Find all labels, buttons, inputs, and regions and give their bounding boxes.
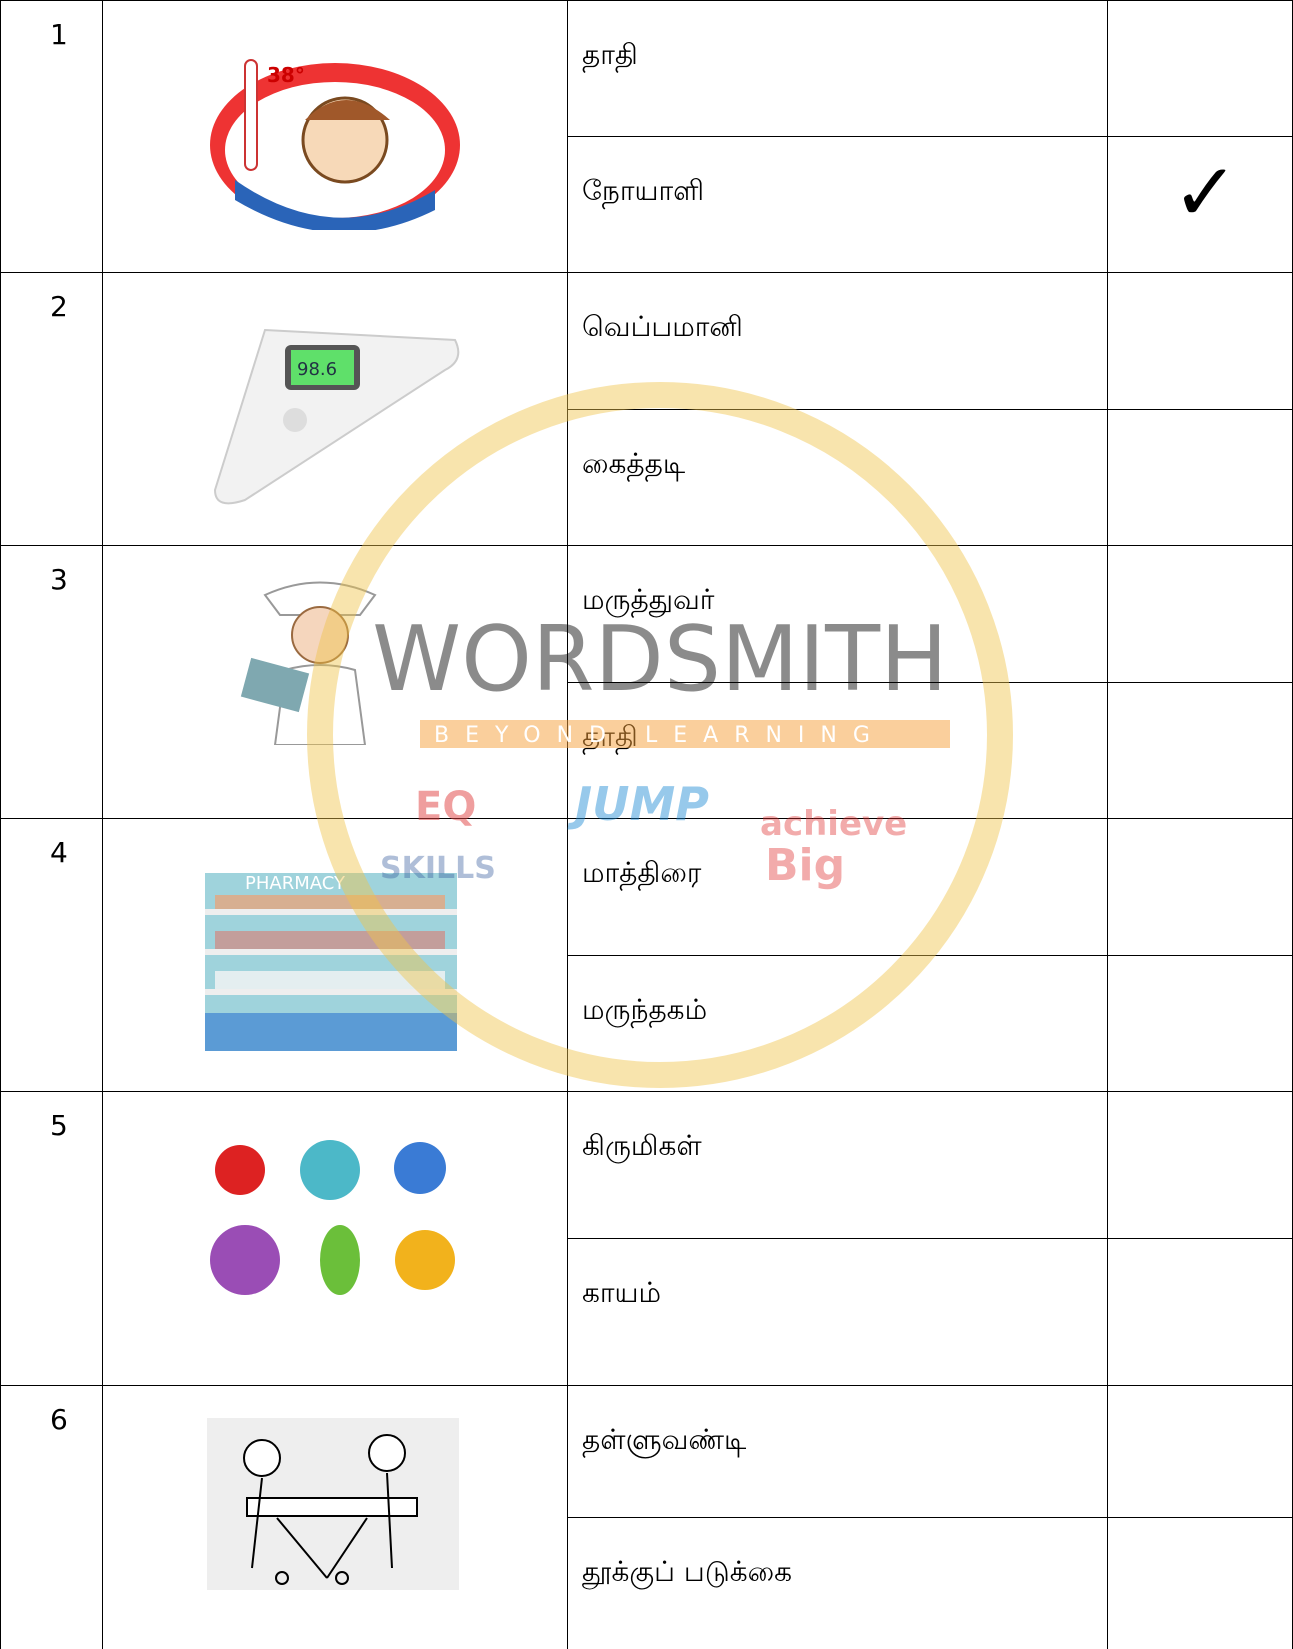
option-text: தள்ளுவண்டி [582, 1423, 747, 1456]
tick-cell [1107, 1385, 1293, 1518]
option-text: காயம் [582, 1276, 662, 1309]
option-text: மாத்திரை [582, 856, 702, 889]
tick-mark: ✓ [1172, 146, 1240, 239]
tick-cell [1107, 272, 1293, 410]
option-text: கைத்தடி [582, 446, 686, 480]
nurse-image [240, 581, 377, 745]
row-number: 4 [50, 836, 68, 869]
pharmacy-image: PHARMACY [205, 873, 457, 1051]
row-number: 5 [50, 1109, 68, 1142]
tick-cell [1107, 1517, 1293, 1649]
tick-cell [1107, 1238, 1293, 1386]
option-text: தூக்குப் படுக்கை [582, 1555, 793, 1588]
row-number: 2 [50, 290, 68, 323]
option-cell [567, 0, 1108, 137]
thermometer-image: 98.6 [213, 328, 460, 505]
thermometer-label: 38° [267, 63, 305, 87]
image-cell [102, 545, 568, 819]
tick-cell [1107, 681, 1293, 819]
option-text: மருந்தகம் [582, 992, 708, 1026]
row-number: 1 [50, 18, 68, 51]
tick-cell [1107, 408, 1293, 546]
option-text: மருத்துவர் [582, 583, 715, 616]
option-text: கிருமிகள் [582, 1129, 702, 1162]
tick-cell [1107, 0, 1293, 137]
option-text: தாதி [582, 38, 638, 71]
tick-cell [1107, 545, 1293, 683]
option-cell [567, 681, 1108, 819]
option-text: தாதி [582, 719, 638, 753]
row-number: 6 [50, 1403, 68, 1436]
image-cell [102, 272, 568, 546]
image-cell [102, 0, 568, 273]
sick-child-image: 38° [210, 59, 460, 230]
tick-cell [1107, 818, 1293, 956]
tick-cell [1107, 1091, 1293, 1239]
row-number: 3 [50, 563, 68, 596]
reading: 98.6 [297, 359, 337, 380]
option-text: நோயாளி [582, 174, 705, 207]
pharmacy-label: PHARMACY [245, 873, 346, 894]
option-text: வெப்பமானி [582, 310, 743, 343]
stretcher-image [207, 1418, 459, 1590]
germs-image [210, 1140, 455, 1295]
image-cell [102, 1385, 568, 1649]
tick-cell [1107, 954, 1293, 1092]
image-cell [102, 818, 568, 1092]
image-cell [102, 1091, 568, 1386]
